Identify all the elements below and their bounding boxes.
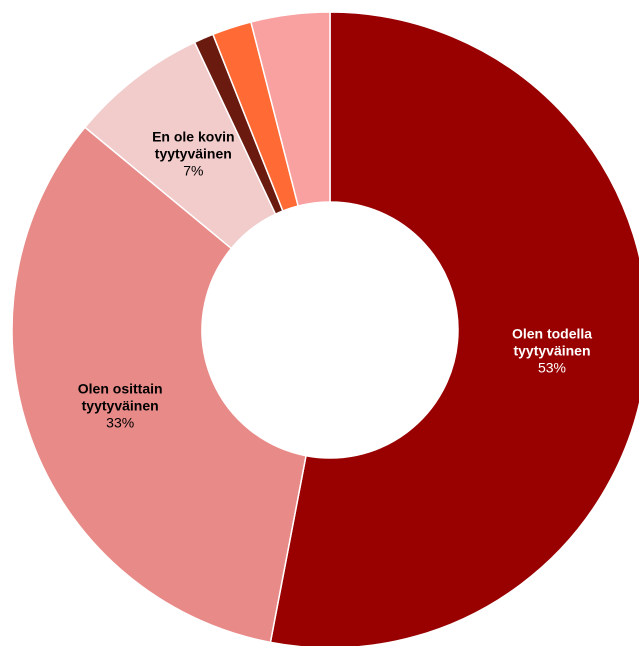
category-label: Olen todella tyytyväinen [511,325,593,359]
category-label: En ole kovin tyytyväinen [152,128,235,162]
value-label: 7% [183,162,204,179]
donut-segment [250,11,331,207]
segment-label: Olen osittain tyytyväinen 33% [60,380,180,431]
segment-label: Olen todella tyytyväinen 53% [492,325,612,376]
value-label: 33% [106,414,135,431]
value-label: 53% [537,359,567,376]
donut-segment [269,11,639,646]
category-label: Olen osittain tyytyväinen [77,380,163,414]
donut-segment [11,126,307,644]
segment-label: En ole kovin tyytyväinen 7% [133,128,253,179]
